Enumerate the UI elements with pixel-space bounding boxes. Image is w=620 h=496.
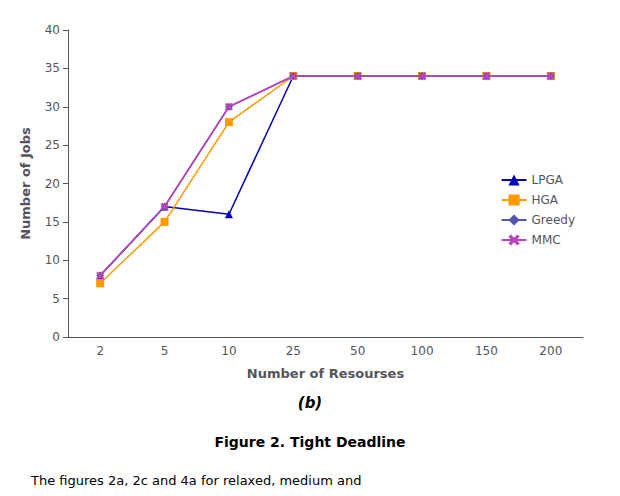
svg-text:(b): (b): [298, 394, 322, 412]
svg-text:50: 50: [350, 344, 365, 358]
svg-text:150: 150: [475, 344, 498, 358]
svg-text:5: 5: [52, 292, 60, 306]
svg-text:20: 20: [45, 177, 60, 191]
svg-text:30: 30: [45, 100, 60, 114]
svg-text:HGA: HGA: [532, 193, 559, 207]
svg-text:35: 35: [45, 61, 60, 75]
svg-text:Number of Jobs: Number of Jobs: [18, 127, 33, 240]
svg-text:LPGA: LPGA: [532, 173, 564, 187]
svg-text:40: 40: [45, 23, 60, 37]
svg-text:Number of Resourses: Number of Resourses: [247, 366, 405, 381]
svg-text:The figures 2a, 2c and 4a for: The figures 2a, 2c and 4a for relaxed, m…: [30, 473, 361, 488]
svg-text:0: 0: [52, 330, 60, 344]
svg-text:10: 10: [221, 344, 236, 358]
svg-text:5: 5: [161, 344, 169, 358]
svg-text:2: 2: [96, 344, 104, 358]
svg-text:MMC: MMC: [532, 233, 561, 247]
svg-text:25: 25: [45, 138, 60, 152]
svg-text:Figure 2. Tight Deadline: Figure 2. Tight Deadline: [214, 434, 405, 450]
svg-text:Greedy: Greedy: [532, 213, 575, 227]
svg-text:15: 15: [45, 215, 60, 229]
svg-text:10: 10: [45, 253, 60, 267]
svg-text:25: 25: [286, 344, 301, 358]
svg-text:100: 100: [411, 344, 434, 358]
svg-text:200: 200: [539, 344, 562, 358]
